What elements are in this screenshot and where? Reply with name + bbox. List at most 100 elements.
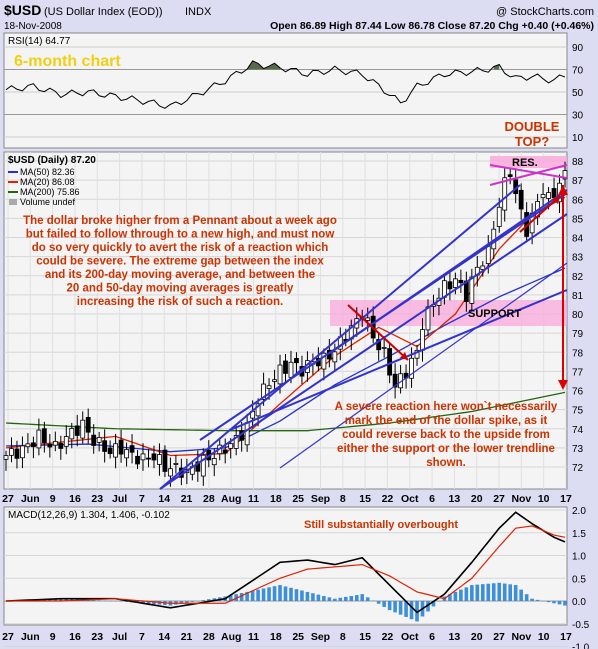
price-tick-label: 85 [572,214,584,225]
rsi-overbought-fill [493,64,500,70]
legend-volume: Volume undef [20,197,76,207]
reaction-note-text: A severe reaction here won`t necessarily… [335,401,558,469]
candle [546,192,551,199]
x-axis-label: 9 [50,493,56,505]
macd-histogram-bar [354,595,359,601]
macd-histogram-bar [119,601,123,602]
overbought-note: Still substantially overbought [304,519,458,531]
x-axis-label: 22 [382,631,394,643]
candle [63,436,69,447]
macd-histogram-bar [387,601,392,611]
candle [365,317,371,321]
x-axis-label: Oct [401,493,419,505]
candle [332,351,338,363]
x-axis-label: Aug [221,493,241,505]
candle [25,443,31,448]
steep-trendline [159,184,521,490]
macd-histogram-bar [546,601,551,603]
candle [409,357,414,379]
x-axis-label: Sep [311,493,330,505]
x-axis-label: 18 [270,631,282,643]
price-tick-label: 75 [572,406,584,417]
reaction-arrowhead-down [558,380,568,390]
price-tick-label: 73 [572,444,584,455]
macd-tick-label: -1.0 [572,643,590,649]
macd-histogram-bar [513,585,518,601]
reaction-note-line: mark the end of the dollar spike, as it [345,415,548,427]
macd-histogram-bar [97,600,101,601]
candle [36,429,42,449]
macd-tick-label: 0.5 [572,574,586,585]
x-axis-label: 28 [203,631,215,643]
candle [255,403,261,417]
candle [200,454,206,477]
macd-histogram-bar [437,601,441,602]
price-tick-label: 72 [572,463,584,474]
candle [469,276,475,304]
price-tick-label: 81 [572,291,584,302]
macd-histogram-bar [371,600,375,602]
macd-histogram-bar [470,585,474,601]
macd-histogram-bar [201,600,206,601]
macd-histogram-bar [491,583,496,601]
candle [3,455,9,460]
macd-histogram-bar [261,588,266,601]
x-axis-label: 13 [449,631,461,643]
down-trend-arrowhead [400,352,408,360]
macd-histogram-bar [453,591,458,601]
macd-histogram-bar [212,598,217,601]
legend-ma20: MA(20) 86.08 [20,177,75,187]
price-tick-label: 86 [572,195,584,206]
macd-histogram-bar [426,601,430,612]
macd-histogram-bar [557,601,562,605]
legend-ma50: MA(50) 82.36 [20,167,75,177]
rsi-tick-label: 30 [572,111,584,122]
x-axis-label: 10 [538,631,550,643]
x-axis-label: 8 [340,631,346,643]
candle [507,174,513,177]
candle [277,364,283,385]
candle [294,358,299,364]
candle [562,170,568,180]
reaction-arrowhead-up [558,185,568,195]
period-note: 6-month chart [14,53,121,70]
candle [283,360,288,374]
x-axis-label: 20 [471,493,483,505]
commentary-line: could be severe. The extreme gap between… [36,256,324,268]
price-tick-label: 80 [572,310,584,321]
macd-histogram-bar [409,601,414,620]
candle [272,379,277,382]
macd-histogram-bar [459,589,463,601]
price-tick-label: 82 [572,272,584,283]
candle [146,457,151,460]
macd-histogram-bar [541,601,545,602]
down-trend-arrow-line [347,304,409,361]
chart-copyright: @ StockCharts.com [496,6,594,18]
candle [162,449,168,472]
macd-histogram-bar [502,583,507,601]
macd-histogram-bar [382,601,386,607]
candle [129,445,135,453]
candle [376,339,382,351]
rsi-tick-label: 10 [572,133,584,144]
macd-histogram-bar [179,601,184,604]
candle [80,419,86,439]
candle [52,441,58,446]
candle [381,347,387,349]
up-pointer-arrowhead [552,196,560,204]
ma200-line [5,391,566,432]
legend-ma200: MA(200) 75.86 [20,187,80,197]
pennant-bottom-line [489,164,568,186]
macd-histogram-bar [464,587,469,601]
candle [157,454,162,465]
macd-tick-label: 0.0 [572,597,586,608]
x-axis-label: 6 [429,493,435,505]
macd-tick-label: 2.0 [572,506,586,517]
x-axis-label: 6 [429,631,435,643]
x-axis-label: 22 [382,493,394,505]
macd-histogram-bar [239,593,244,601]
x-axis-label: 15 [359,631,371,643]
macd-histogram-bar [59,598,63,601]
macd-histogram-bar [333,598,337,601]
x-axis-label: 28 [203,493,215,505]
